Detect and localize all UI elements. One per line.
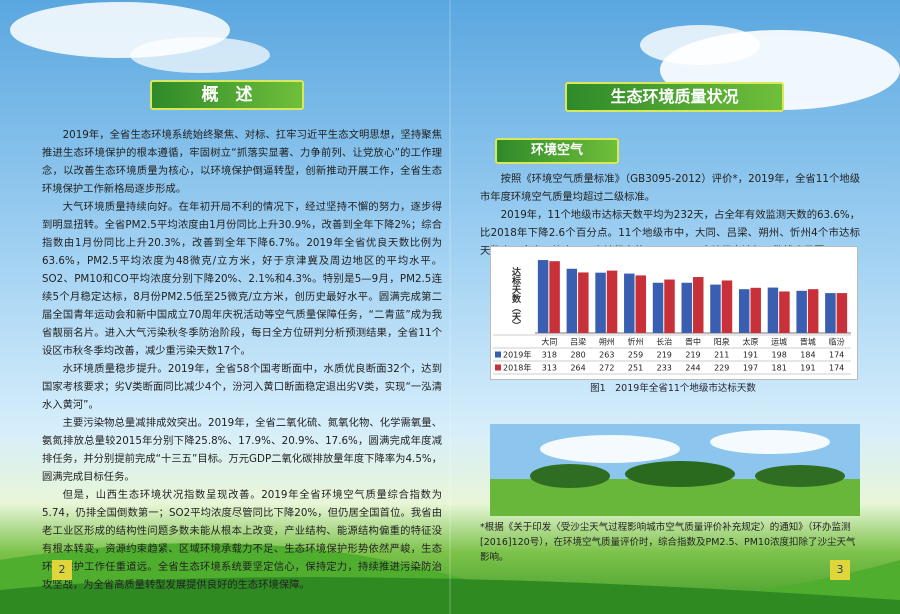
data-label: 184 (800, 351, 815, 360)
bar (825, 293, 836, 333)
bar (750, 287, 761, 333)
bar (836, 293, 848, 333)
subheading: 环境空气 (495, 138, 619, 164)
paragraph: 主要污染物总量减排成效突出。2019年，全省二氧化硫、氮氧化物、化学需氧量、氨氮… (42, 417, 442, 483)
data-label: 272 (599, 364, 614, 373)
bar (578, 272, 589, 333)
legend-swatch (495, 364, 501, 371)
x-tick-label: 大同 (541, 337, 557, 347)
x-tick-label: 运城 (771, 338, 787, 347)
x-tick-label: 阳泉 (714, 337, 730, 347)
left-text: 2019年，全省生态环境系统始终聚焦、对标、扛牢习近平生态文明思想，坚持聚焦推进… (42, 126, 442, 594)
page-number: 3 (830, 560, 850, 580)
chart-frame: 达标天数（天） 大同 318 313 吕梁 280 264 朔州 263 272 忻州 259 251 长… (490, 246, 858, 380)
data-label: 259 (628, 351, 643, 360)
legend-label: 2019年 (503, 350, 531, 360)
bar (549, 261, 560, 333)
data-label: 244 (685, 364, 700, 373)
x-tick-label: 朔州 (599, 337, 615, 347)
bar (693, 277, 704, 333)
x-tick-label: 忻州 (628, 337, 644, 347)
data-label: 219 (685, 351, 700, 360)
bar (807, 289, 819, 333)
bar (681, 282, 692, 333)
legend-label: 2018年 (503, 363, 531, 373)
paragraph: 大气环境质量持续向好。在年初开局不利的情况下，经过坚持不懈的努力，逐步得到明显扭… (42, 201, 442, 357)
bar (721, 280, 733, 333)
data-label: 191 (743, 351, 758, 360)
footnote: *根据《关于印发〈受沙尘天气过程影响城市空气质量评价补充规定〉的通知》（环办监测… (480, 522, 856, 563)
chart: 达标天数（天） 大同 318 313 吕梁 280 264 朔州 263 272 忻州 259 251 长… (493, 260, 851, 375)
data-label: 211 (714, 351, 729, 360)
landscape-photo (490, 424, 860, 516)
chart-caption: 图1 2019年全省11个地级市达标天数 (590, 383, 756, 394)
bar (537, 260, 549, 333)
x-tick-label: 晋中 (685, 337, 701, 347)
bar (606, 270, 618, 333)
paragraph: 但是，山西生态环境状况指数呈现改善。2019年全省环境空气质量综合指数为5.74… (42, 489, 442, 591)
paragraph: 水环境质量稳步提升。2019年，全省58个国考断面中，水质优良断面32个，达到国… (42, 363, 442, 411)
bar (624, 273, 635, 333)
bar (779, 291, 790, 333)
data-label: 174 (829, 364, 844, 373)
left-heading: 概 述 (150, 80, 304, 110)
x-tick-label: 太原 (742, 337, 758, 347)
bar (635, 275, 647, 333)
data-label: 318 (542, 351, 557, 360)
data-label: 280 (570, 351, 585, 360)
data-label: 174 (829, 351, 844, 360)
bar (796, 290, 807, 333)
bar (738, 289, 750, 333)
x-tick-label: 长治 (656, 337, 672, 347)
x-tick-label: 吕梁 (570, 338, 586, 347)
data-label: 198 (772, 351, 787, 360)
legend-swatch (495, 351, 501, 358)
bar (652, 282, 664, 333)
data-label: 229 (714, 364, 729, 373)
data-label: 191 (800, 364, 815, 373)
paragraph: 2019年，全省生态环境系统始终聚焦、对标、扛牢习近平生态文明思想，坚持聚焦推进… (42, 129, 442, 195)
data-label: 313 (542, 364, 557, 373)
paragraph: 按照《环境空气质量标准》（GB3095-2012）评价*，2019年，全省11个… (480, 173, 860, 203)
x-tick-label: 临汾 (829, 337, 845, 347)
data-label: 264 (570, 364, 585, 373)
bar (767, 287, 779, 333)
data-label: 251 (628, 364, 643, 373)
data-label: 263 (599, 351, 614, 360)
x-tick-label: 晋城 (800, 338, 816, 347)
data-label: 197 (743, 364, 758, 373)
bar (566, 268, 578, 333)
right-heading: 生态环境质量状况 (565, 82, 784, 112)
data-label: 219 (657, 351, 672, 360)
data-label: 181 (772, 364, 787, 373)
bar (664, 279, 675, 333)
y-axis-label: 达标天数（天） (510, 266, 522, 330)
data-label: 233 (657, 364, 672, 373)
bar (710, 284, 721, 333)
bar (595, 272, 606, 333)
page-number: 2 (52, 560, 72, 580)
